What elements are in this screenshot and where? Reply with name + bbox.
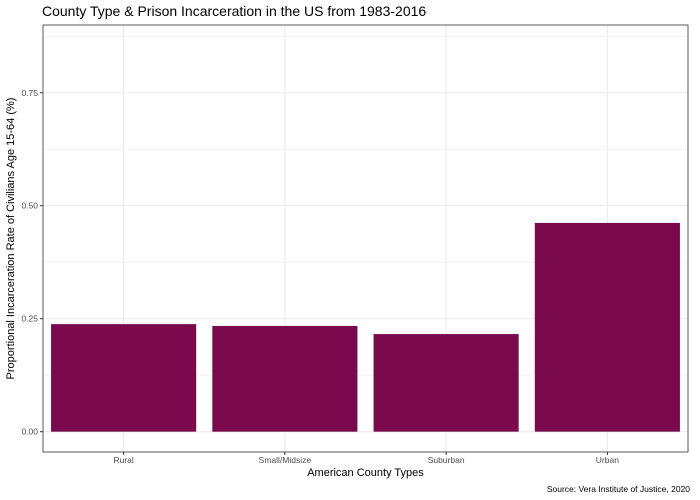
y-axis: 0.00 0.25 0.50 0.75 (21, 88, 43, 437)
y-axis-label: Proportional Incarceration Rate of Civil… (5, 98, 17, 380)
y-tick-label: 0.00 (21, 427, 38, 437)
x-tick-label: Urban (596, 455, 619, 465)
x-axis-label: American County Types (307, 467, 424, 479)
y-tick-label: 0.50 (21, 201, 38, 211)
bar-suburban (373, 334, 519, 432)
x-tick-label: Rural (113, 455, 133, 465)
x-tick-label: Small/Midsize (259, 455, 312, 465)
bar-rural (51, 324, 197, 432)
y-tick-label: 0.25 (21, 314, 38, 324)
chart-title: County Type & Prison Incarceration in th… (42, 3, 427, 19)
bar-small-midsize (212, 325, 358, 432)
bar-urban (534, 222, 680, 432)
bars (51, 222, 680, 432)
x-axis: Rural Small/Midsize Suburban Urban (113, 452, 619, 465)
x-tick-label: Suburban (428, 455, 465, 465)
y-tick-label: 0.75 (21, 88, 38, 98)
source-caption: Source: Vera Institute of Justice, 2020 (546, 484, 690, 494)
panel-border (42, 24, 689, 453)
